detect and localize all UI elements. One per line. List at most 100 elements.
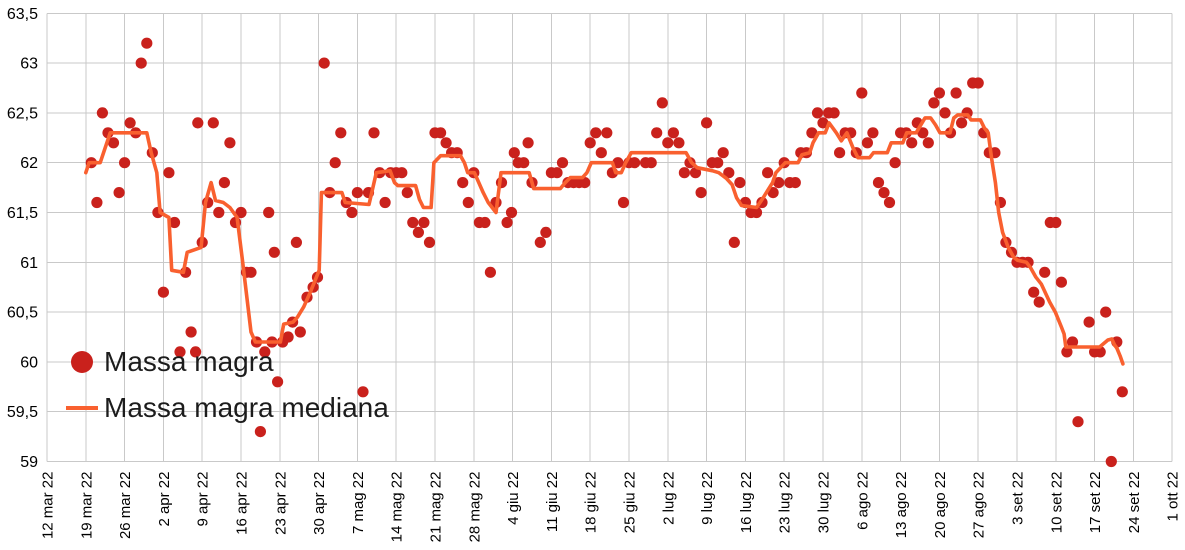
- y-tick-label: 62,5: [7, 105, 38, 122]
- data-point: [1105, 455, 1117, 468]
- data-point: [218, 177, 230, 189]
- data-point: [828, 107, 840, 119]
- data-point: [834, 147, 846, 159]
- data-point: [518, 157, 530, 169]
- data-point: [762, 167, 774, 179]
- median-line-marker-icon: [66, 406, 98, 410]
- data-point: [651, 127, 663, 139]
- data-point: [867, 127, 879, 139]
- data-point: [294, 326, 306, 338]
- data-point: [254, 426, 266, 438]
- data-point: [1033, 296, 1045, 308]
- data-point: [335, 127, 347, 139]
- data-point: [96, 107, 108, 119]
- data-point: [972, 77, 984, 89]
- data-point: [224, 137, 236, 149]
- data-point: [584, 137, 596, 149]
- y-tick-label: 61,5: [7, 205, 38, 222]
- data-point: [508, 147, 520, 159]
- data-point: [318, 57, 330, 69]
- data-point: [379, 196, 391, 209]
- data-point: [939, 107, 951, 119]
- x-tick-label: 30 apr 22: [311, 472, 328, 535]
- data-point: [213, 206, 225, 219]
- x-tick-label: 9 lug 22: [699, 472, 716, 525]
- x-tick-label: 1 ott 22: [1165, 472, 1182, 522]
- data-point: [928, 97, 940, 109]
- x-tick-label: 20 ago 22: [932, 472, 949, 539]
- data-point: [922, 137, 934, 149]
- data-point: [157, 286, 169, 298]
- data-point: [190, 346, 202, 358]
- data-point: [861, 137, 874, 149]
- x-tick-label: 9 apr 22: [195, 472, 212, 527]
- y-tick-label: 60,5: [7, 305, 38, 322]
- y-tick-label: 63,5: [7, 6, 38, 23]
- data-point: [712, 157, 724, 169]
- data-point: [435, 127, 447, 139]
- data-point: [717, 147, 729, 159]
- data-point: [174, 346, 186, 358]
- data-point: [629, 157, 641, 169]
- legend-marker-box: [66, 346, 98, 378]
- data-point: [107, 137, 120, 149]
- data-point: [119, 157, 131, 169]
- x-tick-label: 24 set 22: [1126, 472, 1143, 534]
- data-point: [357, 386, 369, 398]
- data-point: [773, 177, 785, 189]
- data-point: [440, 137, 452, 149]
- data-point: [750, 206, 763, 219]
- data-point: [290, 236, 302, 248]
- data-point: [268, 246, 280, 258]
- data-point: [540, 226, 552, 238]
- data-point: [412, 226, 424, 238]
- data-point: [662, 137, 674, 149]
- data-point: [667, 127, 680, 139]
- data-point: [522, 137, 534, 149]
- data-point: [695, 187, 707, 199]
- data-point: [263, 206, 275, 219]
- y-axis-labels: 63,5 63 62,5 62 61,5 61 60,5 60 59,5 59: [7, 6, 38, 471]
- data-point: [1072, 416, 1084, 428]
- x-tick-label: 27 ago 22: [971, 472, 988, 539]
- data-point: [579, 177, 591, 189]
- data-point: [917, 127, 929, 139]
- x-tick-label: 14 mag 22: [389, 472, 406, 543]
- x-tick-label: 26 mar 22: [117, 472, 134, 540]
- x-tick-label: 16 lug 22: [738, 472, 755, 534]
- data-point: [272, 376, 284, 388]
- data-point: [259, 346, 271, 358]
- data-point: [168, 216, 181, 229]
- x-tick-label: 17 set 22: [1087, 472, 1104, 534]
- data-point: [734, 177, 746, 189]
- data-point: [1055, 276, 1067, 288]
- data-point: [933, 87, 946, 99]
- data-point: [856, 87, 868, 99]
- data-point: [346, 206, 358, 219]
- data-point: [141, 37, 153, 49]
- x-tick-label: 23 apr 22: [272, 472, 289, 535]
- legend-label-massa-magra-mediana: Massa magra mediana: [104, 392, 389, 423]
- x-tick-label: 30 lug 22: [816, 472, 833, 534]
- data-point: [135, 57, 147, 69]
- data-point: [1116, 386, 1128, 398]
- data-point: [505, 206, 518, 219]
- data-point: [617, 196, 630, 209]
- x-tick-label: 19 mar 22: [78, 472, 95, 540]
- data-point: [767, 187, 779, 199]
- data-point: [192, 117, 204, 129]
- data-point: [906, 137, 918, 149]
- data-point: [956, 117, 968, 129]
- data-point: [329, 157, 341, 169]
- data-point: [401, 187, 413, 199]
- data-point: [163, 167, 175, 179]
- x-tick-label: 2 apr 22: [156, 472, 173, 527]
- y-tick-label: 63: [20, 56, 38, 73]
- x-tick-label: 12 mar 22: [40, 472, 57, 540]
- data-point: [501, 216, 513, 229]
- data-point: [396, 167, 408, 179]
- x-tick-label: 18 giu 22: [583, 472, 600, 534]
- data-point: [124, 117, 136, 129]
- x-tick-label: 13 ago 22: [893, 472, 910, 539]
- data-point: [235, 206, 247, 219]
